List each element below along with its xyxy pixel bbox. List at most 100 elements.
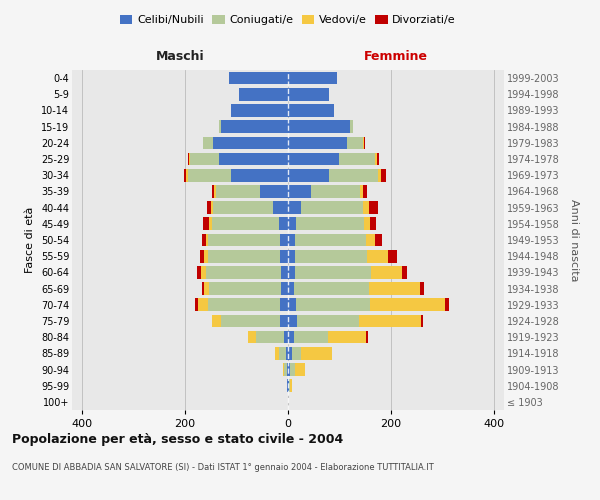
Bar — [376, 234, 382, 246]
Text: COMUNE DI ABBADIA SAN SALVATORE (SI) - Dati ISTAT 1° gennaio 2004 - Elaborazione: COMUNE DI ABBADIA SAN SALVATORE (SI) - D… — [12, 462, 434, 471]
Bar — [301, 347, 332, 360]
Bar — [366, 234, 376, 246]
Bar — [272, 202, 288, 214]
Bar — [281, 282, 288, 295]
Bar — [221, 120, 288, 133]
Bar — [209, 282, 281, 295]
Bar — [340, 152, 376, 166]
Bar — [229, 72, 288, 85]
Bar — [202, 234, 206, 246]
Bar — [296, 298, 370, 311]
Bar — [289, 380, 290, 392]
Bar — [288, 250, 295, 262]
Bar — [369, 282, 420, 295]
Bar — [200, 250, 204, 262]
Bar — [279, 218, 288, 230]
Bar — [197, 266, 201, 278]
Bar — [280, 314, 288, 328]
Bar — [279, 347, 286, 360]
Bar — [207, 202, 211, 214]
Bar — [186, 169, 188, 181]
Bar — [208, 250, 280, 262]
Bar — [280, 250, 288, 262]
Bar — [288, 120, 350, 133]
Bar — [280, 234, 288, 246]
Bar — [184, 169, 186, 181]
Bar — [288, 347, 292, 360]
Bar — [248, 331, 256, 344]
Bar — [206, 266, 281, 278]
Bar — [284, 331, 288, 344]
Bar — [288, 218, 296, 230]
Bar — [420, 282, 424, 295]
Bar — [292, 347, 301, 360]
Bar — [362, 202, 369, 214]
Bar — [288, 202, 301, 214]
Bar — [211, 202, 214, 214]
Bar — [284, 363, 287, 376]
Bar — [287, 363, 288, 376]
Bar — [232, 169, 288, 181]
Bar — [296, 218, 364, 230]
Bar — [214, 136, 288, 149]
Bar — [362, 136, 364, 149]
Bar — [288, 380, 289, 392]
Bar — [288, 152, 340, 166]
Bar — [288, 331, 294, 344]
Bar — [295, 363, 305, 376]
Bar — [203, 218, 209, 230]
Bar — [280, 298, 288, 311]
Bar — [281, 266, 288, 278]
Bar — [214, 202, 272, 214]
Bar — [295, 234, 366, 246]
Bar — [288, 104, 334, 117]
Bar — [286, 347, 288, 360]
Bar — [380, 169, 386, 181]
Bar — [377, 152, 379, 166]
Bar — [294, 282, 369, 295]
Y-axis label: Anni di nascita: Anni di nascita — [569, 198, 579, 281]
Bar — [216, 185, 260, 198]
Bar — [288, 282, 294, 295]
Bar — [232, 104, 288, 117]
Bar — [370, 218, 376, 230]
Bar — [290, 363, 295, 376]
Bar — [359, 314, 421, 328]
Bar — [288, 136, 347, 149]
Bar — [295, 250, 367, 262]
Bar — [347, 136, 362, 149]
Bar — [275, 347, 279, 360]
Bar — [206, 234, 208, 246]
Bar — [288, 88, 329, 101]
Bar — [188, 169, 232, 181]
Bar — [371, 266, 401, 278]
Bar — [328, 331, 366, 344]
Bar — [290, 380, 292, 392]
Bar — [311, 185, 360, 198]
Bar — [288, 363, 290, 376]
Bar — [295, 266, 371, 278]
Bar — [214, 185, 216, 198]
Bar — [364, 136, 365, 149]
Bar — [188, 152, 189, 166]
Bar — [297, 314, 359, 328]
Bar — [218, 120, 221, 133]
Bar — [369, 202, 378, 214]
Text: Popolazione per età, sesso e stato civile - 2004: Popolazione per età, sesso e stato civil… — [12, 432, 343, 446]
Bar — [256, 331, 284, 344]
Bar — [288, 72, 337, 85]
Bar — [212, 218, 279, 230]
Bar — [360, 185, 362, 198]
Bar — [203, 136, 214, 149]
Bar — [209, 218, 212, 230]
Bar — [350, 120, 353, 133]
Bar — [190, 152, 218, 166]
Text: Maschi: Maschi — [155, 50, 205, 62]
Bar — [421, 314, 423, 328]
Bar — [288, 266, 295, 278]
Bar — [366, 331, 368, 344]
Bar — [376, 152, 377, 166]
Bar — [288, 298, 296, 311]
Bar — [362, 185, 367, 198]
Text: Femmine: Femmine — [364, 50, 428, 62]
